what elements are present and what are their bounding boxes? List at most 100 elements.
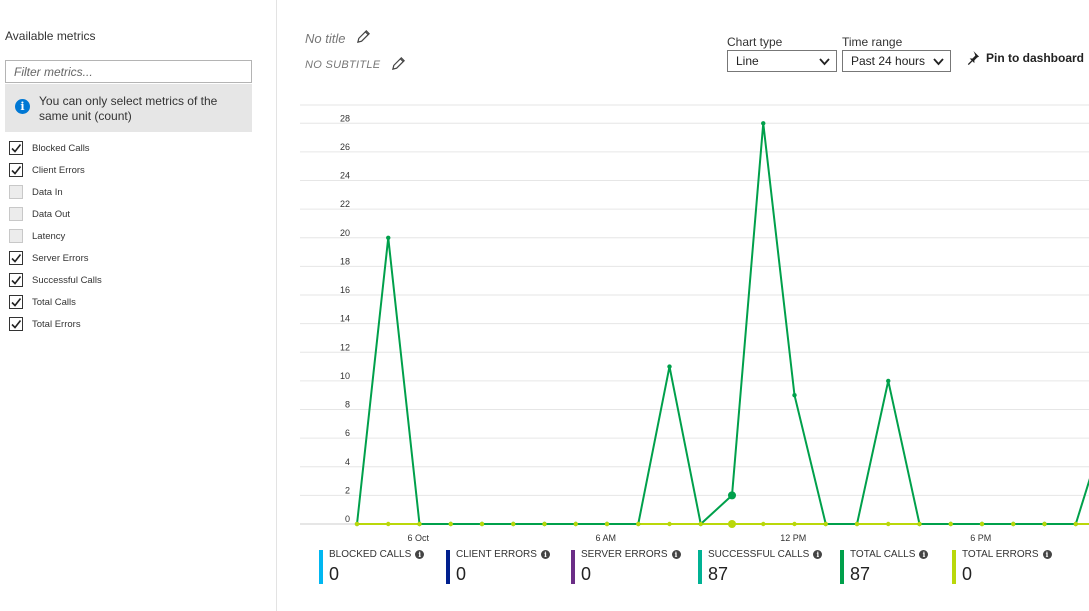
pin-icon (967, 50, 980, 65)
filter-metrics-input[interactable] (5, 60, 252, 83)
data-point (761, 121, 766, 126)
data-point (728, 491, 736, 500)
data-point (1073, 521, 1078, 527)
metric-label: Blocked Calls (32, 142, 90, 154)
checkbox-unchecked[interactable] (9, 207, 23, 221)
chart-type-value: Line (736, 54, 759, 68)
info-icon: i (15, 99, 30, 114)
chevron-down-icon (933, 58, 944, 66)
metric-label: Data In (32, 186, 63, 198)
y-tick-label: 4 (345, 457, 350, 467)
legend-color-bar (840, 550, 844, 584)
data-point (386, 235, 391, 240)
chevron-down-icon (819, 58, 830, 66)
y-tick-label: 10 (340, 371, 350, 381)
metric-data-in[interactable]: Data In (9, 181, 102, 203)
y-tick-label: 12 (340, 342, 350, 352)
data-point (917, 521, 922, 527)
y-tick-label: 8 (345, 400, 350, 410)
data-point (728, 520, 736, 528)
metric-label: Client Errors (32, 164, 85, 176)
info-icon: i (671, 550, 681, 559)
legend-label: TOTAL ERRORS i (962, 549, 1052, 560)
data-point (479, 521, 485, 527)
metric-list: Blocked Calls Client Errors Data In Data… (9, 137, 102, 335)
y-tick-label: 14 (340, 314, 350, 324)
time-range-value: Past 24 hours (851, 54, 926, 68)
chart-subtitle: NO SUBTITLE (305, 56, 406, 74)
data-point (854, 521, 860, 527)
metric-latency[interactable]: Latency (9, 225, 102, 247)
y-tick-label: 22 (340, 199, 350, 209)
edit-title-pencil-icon[interactable] (356, 29, 371, 47)
info-icon: i (540, 550, 550, 559)
y-tick-label: 26 (340, 142, 350, 152)
data-point (823, 521, 828, 527)
x-tick-label: 12 PM (780, 533, 806, 543)
y-tick-label: 18 (340, 256, 350, 266)
data-point (1011, 521, 1016, 527)
metric-client-errors[interactable]: Client Errors (9, 159, 102, 181)
data-point (1042, 521, 1047, 527)
checkbox-checked[interactable] (9, 251, 23, 265)
y-tick-label: 6 (345, 428, 350, 438)
chart-subtitle-text: NO SUBTITLE (305, 59, 381, 71)
legend-color-bar (446, 550, 450, 584)
data-point (636, 521, 641, 527)
metric-total-errors[interactable]: Total Errors (9, 313, 102, 335)
metric-label: Total Calls (32, 296, 76, 308)
chart-title: No title (305, 29, 371, 47)
legend-value: 87 (708, 564, 729, 584)
chart-type-label: Chart type (727, 35, 783, 49)
data-point (542, 521, 547, 527)
y-tick-label: 24 (340, 171, 350, 181)
x-tick-label: 6 PM (970, 533, 991, 543)
data-point (761, 521, 766, 527)
pin-to-dashboard-button[interactable]: Pin to dashboard (965, 50, 1084, 65)
checkbox-unchecked[interactable] (9, 229, 23, 243)
legend-value: 87 (850, 564, 871, 584)
time-range-select[interactable]: Past 24 hours (842, 50, 951, 72)
y-tick-label: 2 (345, 485, 350, 495)
data-point (698, 521, 703, 527)
info-message: i You can only select metrics of the sam… (5, 84, 252, 132)
chart-type-select[interactable]: Line (727, 50, 837, 72)
legend-value: 0 (962, 564, 973, 584)
chart-title-text: No title (305, 30, 346, 46)
info-icon: i (415, 550, 425, 559)
checkbox-checked[interactable] (9, 317, 23, 331)
metric-total-calls[interactable]: Total Calls (9, 291, 102, 313)
available-metrics-title: Available metrics (5, 29, 96, 43)
metric-data-out[interactable]: Data Out (9, 203, 102, 225)
checkbox-checked[interactable] (9, 163, 23, 177)
data-point (979, 521, 985, 527)
data-point (886, 378, 891, 384)
checkbox-checked[interactable] (9, 141, 23, 155)
legend-label: SERVER ERRORS i (581, 549, 681, 560)
legend-color-bar (698, 550, 702, 584)
checkbox-unchecked[interactable] (9, 185, 23, 199)
legend-color-bar (952, 550, 956, 584)
metric-label: Latency (32, 230, 66, 242)
metric-successful-calls[interactable]: Successful Calls (9, 269, 102, 291)
y-tick-label: 20 (340, 228, 350, 238)
metric-label: Total Errors (32, 318, 81, 330)
checkbox-checked[interactable] (9, 295, 23, 309)
edit-subtitle-pencil-icon[interactable] (391, 56, 406, 74)
data-point (792, 521, 797, 527)
metric-label: Data Out (32, 208, 71, 220)
y-tick-label: 28 (340, 113, 350, 123)
metric-server-errors[interactable]: Server Errors (9, 247, 102, 269)
x-tick-label: 6 Oct (407, 533, 429, 543)
data-point (448, 521, 453, 527)
info-text: You can only select metrics of the same … (39, 94, 218, 123)
info-icon: i (1042, 550, 1052, 559)
data-point (886, 521, 891, 527)
legend-label: BLOCKED CALLS i (329, 549, 425, 560)
checkbox-checked[interactable] (9, 273, 23, 287)
data-point (573, 521, 578, 527)
pin-label: Pin to dashboard (986, 50, 1085, 65)
metric-blocked-calls[interactable]: Blocked Calls (9, 137, 102, 159)
data-point (948, 521, 953, 527)
data-point (386, 521, 391, 527)
